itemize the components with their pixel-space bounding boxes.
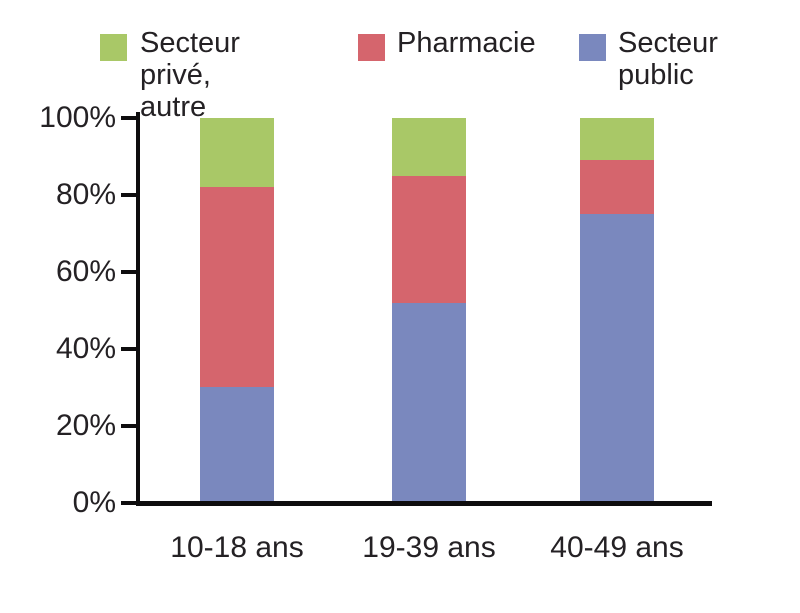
x-axis-tick-label: 10-18 ans <box>170 531 304 564</box>
plot-area <box>0 118 800 503</box>
legend-label: Secteur privé, autre <box>140 27 240 123</box>
bar-40-49-ans <box>580 118 654 503</box>
y-axis-tick <box>121 270 137 274</box>
legend-swatch-red <box>358 34 385 61</box>
x-axis-tick-label: 40-49 ans <box>550 531 684 564</box>
y-axis-tick-label: 100% <box>39 101 116 134</box>
bar-10-18-ans <box>200 118 274 503</box>
y-axis-tick-label: 40% <box>55 332 116 365</box>
legend-label: Secteur public <box>618 27 718 91</box>
y-axis-tick-label: 60% <box>55 255 116 288</box>
legend-label: Pharmacie <box>397 27 536 59</box>
bar-segment <box>392 175 466 303</box>
y-axis-tick-label: 0% <box>72 486 116 519</box>
bar-19-39-ans <box>392 118 466 503</box>
bar-segment <box>200 387 274 503</box>
y-axis-tick <box>121 116 137 120</box>
y-axis-tick-label: 20% <box>55 409 116 442</box>
y-axis-line <box>136 112 140 506</box>
bar-segment <box>392 118 466 176</box>
y-axis-tick <box>121 193 137 197</box>
bar-segment <box>200 118 274 188</box>
y-axis-tick-label: 80% <box>55 178 116 211</box>
bar-segment <box>580 214 654 503</box>
y-axis-tick <box>121 424 137 428</box>
bar-segment <box>200 187 274 388</box>
bar-segment <box>580 118 654 161</box>
bar-segment <box>580 160 654 215</box>
x-axis-line <box>136 501 712 506</box>
bar-segment <box>392 302 466 503</box>
y-axis-tick <box>121 501 137 505</box>
y-axis-tick <box>121 347 137 351</box>
legend-swatch-green <box>100 34 127 61</box>
legend-swatch-blue <box>579 34 606 61</box>
x-axis-tick-label: 19-39 ans <box>362 531 496 564</box>
